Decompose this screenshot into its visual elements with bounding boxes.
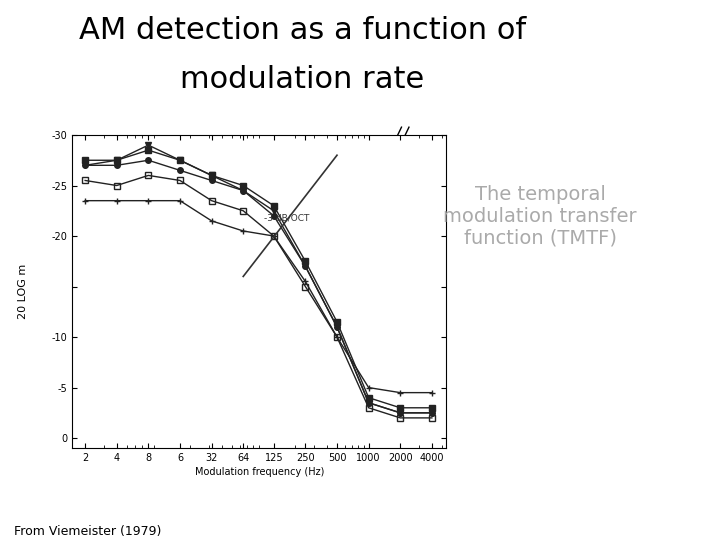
Text: modulation rate: modulation rate [180,65,425,94]
Text: -3 dB/OCT: -3 dB/OCT [264,214,309,223]
Text: 20 LOG m: 20 LOG m [18,264,28,319]
X-axis label: Modulation frequency (Hz): Modulation frequency (Hz) [194,467,324,477]
Text: AM detection as a function of: AM detection as a function of [78,16,526,45]
Text: From Viemeister (1979): From Viemeister (1979) [14,524,162,538]
Text: The temporal
modulation transfer
function (TMTF): The temporal modulation transfer functio… [444,185,636,247]
